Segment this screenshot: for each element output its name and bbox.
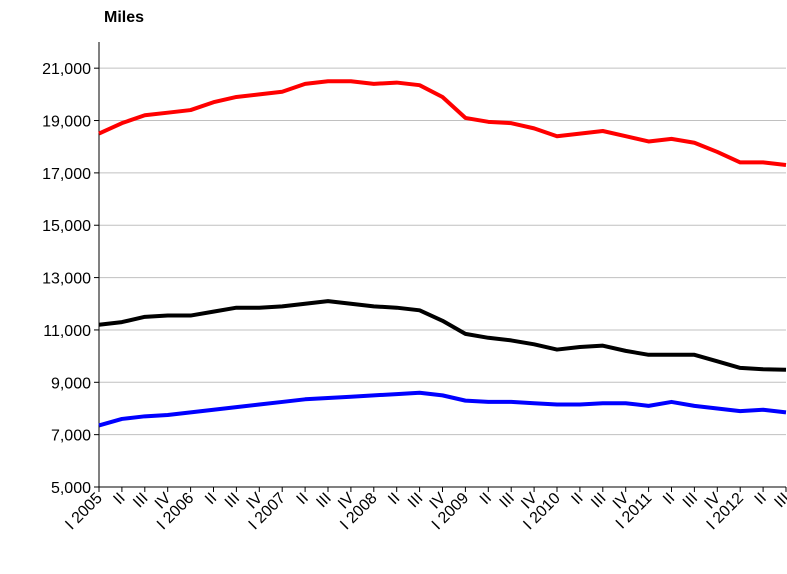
y-tick-label: 15,000 — [42, 218, 91, 235]
y-axis-label: Miles — [104, 9, 144, 26]
x-tick-label: II — [660, 490, 678, 508]
y-tick-label: 5,000 — [51, 480, 91, 497]
y-tick-label: 11,000 — [43, 323, 91, 340]
line-series — [98, 390, 787, 428]
x-tick-label: III — [771, 490, 787, 511]
x-tick-label: III — [405, 490, 426, 511]
y-tick-label: 7,000 — [51, 428, 91, 445]
y-tick-label: 9,000 — [51, 375, 91, 392]
x-tick-label: III — [588, 490, 609, 511]
y-tick-label: 17,000 — [42, 166, 91, 183]
y-tick-label: 19,000 — [42, 114, 91, 131]
x-tick-label: II — [202, 490, 220, 508]
x-tick-label: II — [110, 490, 128, 508]
x-tick-label: III — [313, 490, 334, 511]
line-series — [98, 79, 787, 168]
x-tick-label: II — [294, 490, 312, 508]
y-tick-label: 21,000 — [42, 61, 91, 78]
x-tick-label: III — [680, 490, 701, 511]
x-tick-label: III — [497, 490, 518, 511]
x-tick-label: III — [222, 490, 243, 511]
y-tick-label: 13,000 — [42, 271, 91, 288]
line-series — [98, 299, 787, 372]
x-tick-label: II — [752, 490, 770, 508]
x-tick-label: II — [568, 490, 586, 508]
x-tick-label: III — [130, 490, 151, 511]
x-tick-label: II — [477, 490, 495, 508]
x-tick-label: II — [385, 490, 403, 508]
